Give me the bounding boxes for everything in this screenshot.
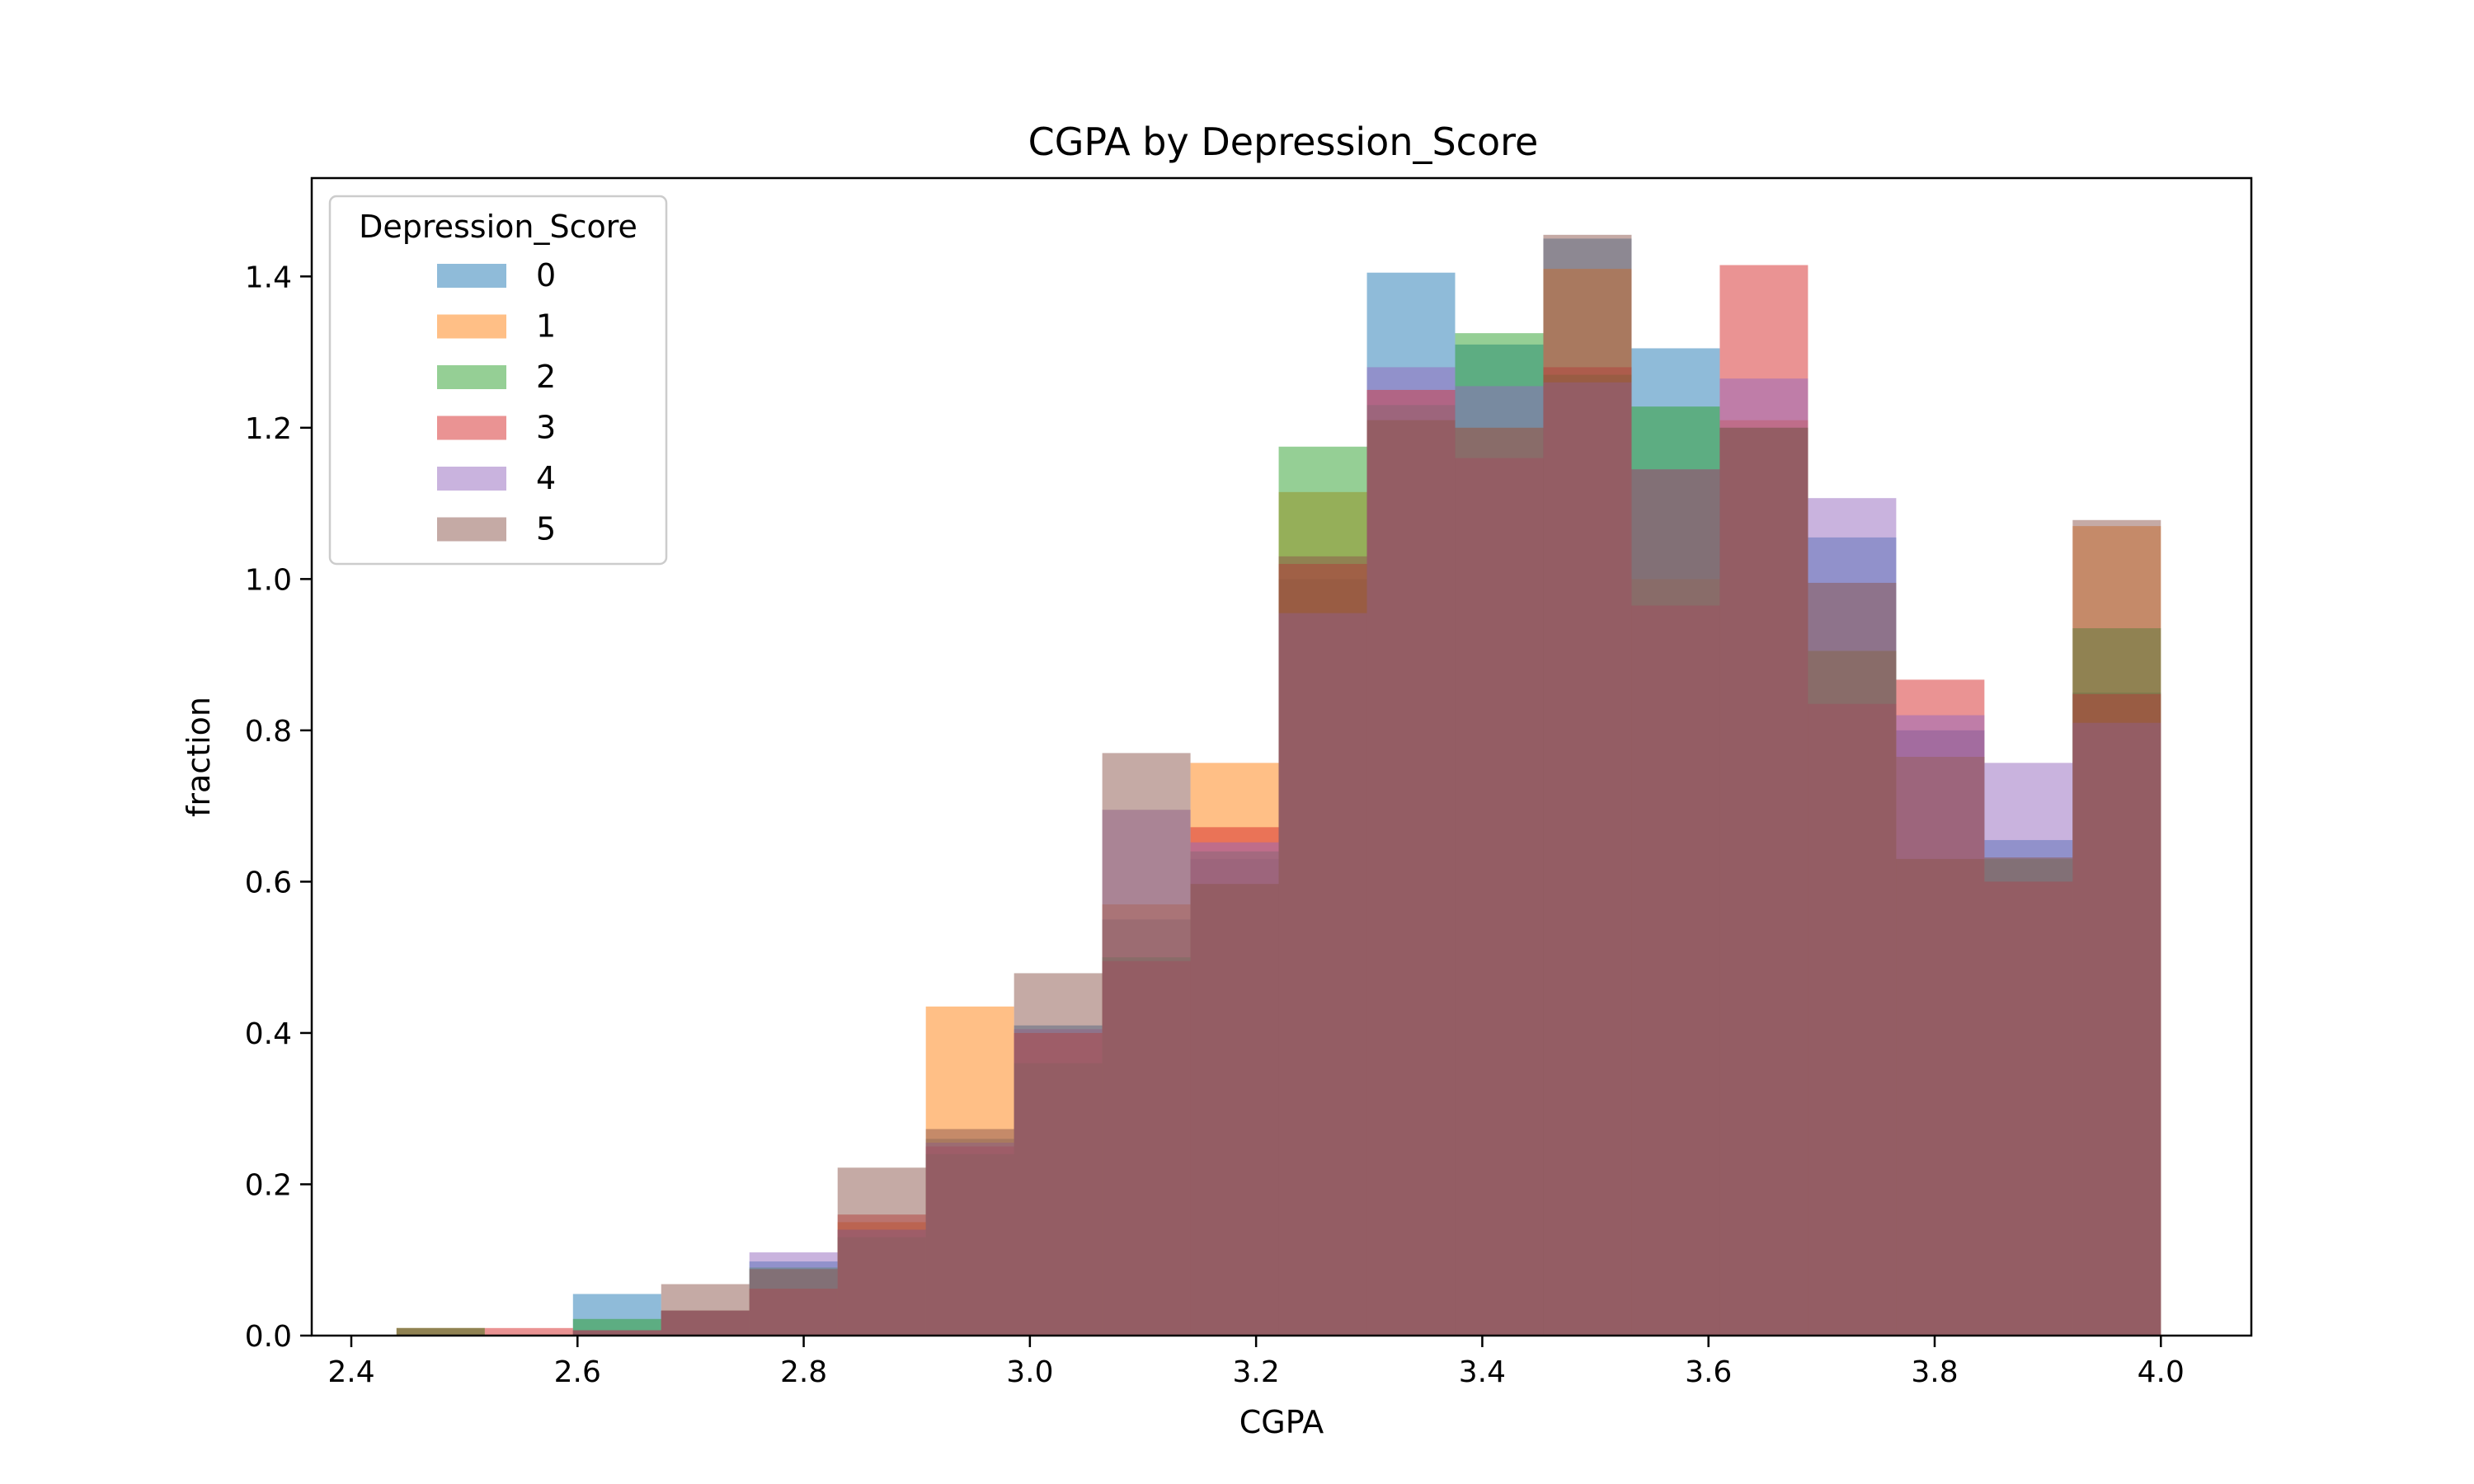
legend-items: 0 1 2 3 4 5 — [437, 257, 556, 547]
x-axis: 2.4 2.6 2.8 3.0 3.2 3.4 3.6 3.8 4.0 — [327, 1336, 2185, 1389]
legend-swatch-5 — [437, 517, 506, 542]
y-tick-label: 0.2 — [245, 1168, 292, 1202]
x-tick-label: 3.8 — [1911, 1355, 1958, 1389]
legend-swatch-0 — [437, 264, 506, 288]
y-tick-label: 0.6 — [245, 866, 292, 899]
bar-series-5-bin-15 — [1719, 427, 1808, 1336]
bars-layer — [396, 234, 2161, 1336]
bar-series-5-bin-14 — [1631, 469, 1720, 1336]
x-tick-label: 3.4 — [1459, 1355, 1506, 1389]
bar-series-5-bin-5 — [837, 1167, 926, 1336]
y-tick-label: 1.2 — [245, 412, 292, 446]
bar-series-5-bin-17 — [1896, 858, 1985, 1336]
legend-label-1: 1 — [536, 308, 556, 345]
bar-series-5-bin-4 — [749, 1269, 838, 1336]
x-tick-label: 3.2 — [1233, 1355, 1280, 1389]
bar-series-5-bin-6 — [925, 1129, 1014, 1336]
bar-series-5-bin-16 — [1808, 582, 1897, 1336]
bar-series-5-bin-2 — [572, 1330, 661, 1336]
y-tick-label: 0.0 — [245, 1320, 292, 1354]
y-tick-label: 0.4 — [245, 1017, 292, 1051]
legend-label-2: 2 — [536, 359, 556, 395]
legend-swatch-3 — [437, 416, 506, 440]
bar-series-5-bin-0 — [396, 1327, 485, 1336]
legend-label-0: 0 — [536, 257, 556, 294]
bar-series-5-bin-8 — [1102, 753, 1191, 1336]
legend-label-3: 3 — [536, 410, 556, 446]
series-5-bars — [396, 234, 2161, 1336]
legend-swatch-4 — [437, 467, 506, 491]
y-tick-label: 1.0 — [245, 563, 292, 597]
y-tick-label: 1.4 — [245, 261, 292, 294]
y-axis: 0.0 0.2 0.4 0.6 0.8 1.0 1.2 1.4 — [245, 261, 312, 1354]
y-axis-label: fraction — [181, 697, 217, 817]
legend-label-4: 4 — [536, 460, 556, 496]
bar-series-5-bin-10 — [1278, 556, 1367, 1336]
bar-series-5-bin-11 — [1366, 420, 1456, 1336]
x-tick-label: 2.8 — [780, 1355, 827, 1389]
x-tick-label: 3.6 — [1685, 1355, 1732, 1389]
chart-title: CGPA by Depression_Score — [1028, 120, 1539, 164]
legend-swatch-2 — [437, 365, 506, 389]
bar-series-5-bin-9 — [1190, 884, 1279, 1336]
bar-series-3-bin-1 — [484, 1327, 573, 1336]
bar-series-5-bin-12 — [1455, 427, 1544, 1336]
y-tick-label: 0.8 — [245, 715, 292, 749]
bar-series-5-bin-7 — [1014, 973, 1103, 1336]
x-tick-label: 3.0 — [1006, 1355, 1053, 1389]
bar-series-5-bin-13 — [1543, 234, 1632, 1336]
bar-series-5-bin-3 — [661, 1284, 750, 1336]
x-tick-label: 2.6 — [554, 1355, 601, 1389]
x-tick-label: 2.4 — [327, 1355, 374, 1389]
legend: Depression_Score 0 1 2 3 4 5 — [328, 195, 668, 566]
x-tick-label: 4.0 — [2138, 1355, 2185, 1389]
legend-label-5: 5 — [536, 511, 556, 547]
legend-swatch-1 — [437, 314, 506, 339]
plot-frame — [310, 176, 2253, 1337]
x-axis-label: CGPA — [1239, 1404, 1324, 1440]
bar-series-5-bin-19 — [2072, 519, 2161, 1336]
bar-series-5-bin-18 — [1984, 857, 2073, 1336]
legend-title: Depression_Score — [359, 209, 637, 245]
